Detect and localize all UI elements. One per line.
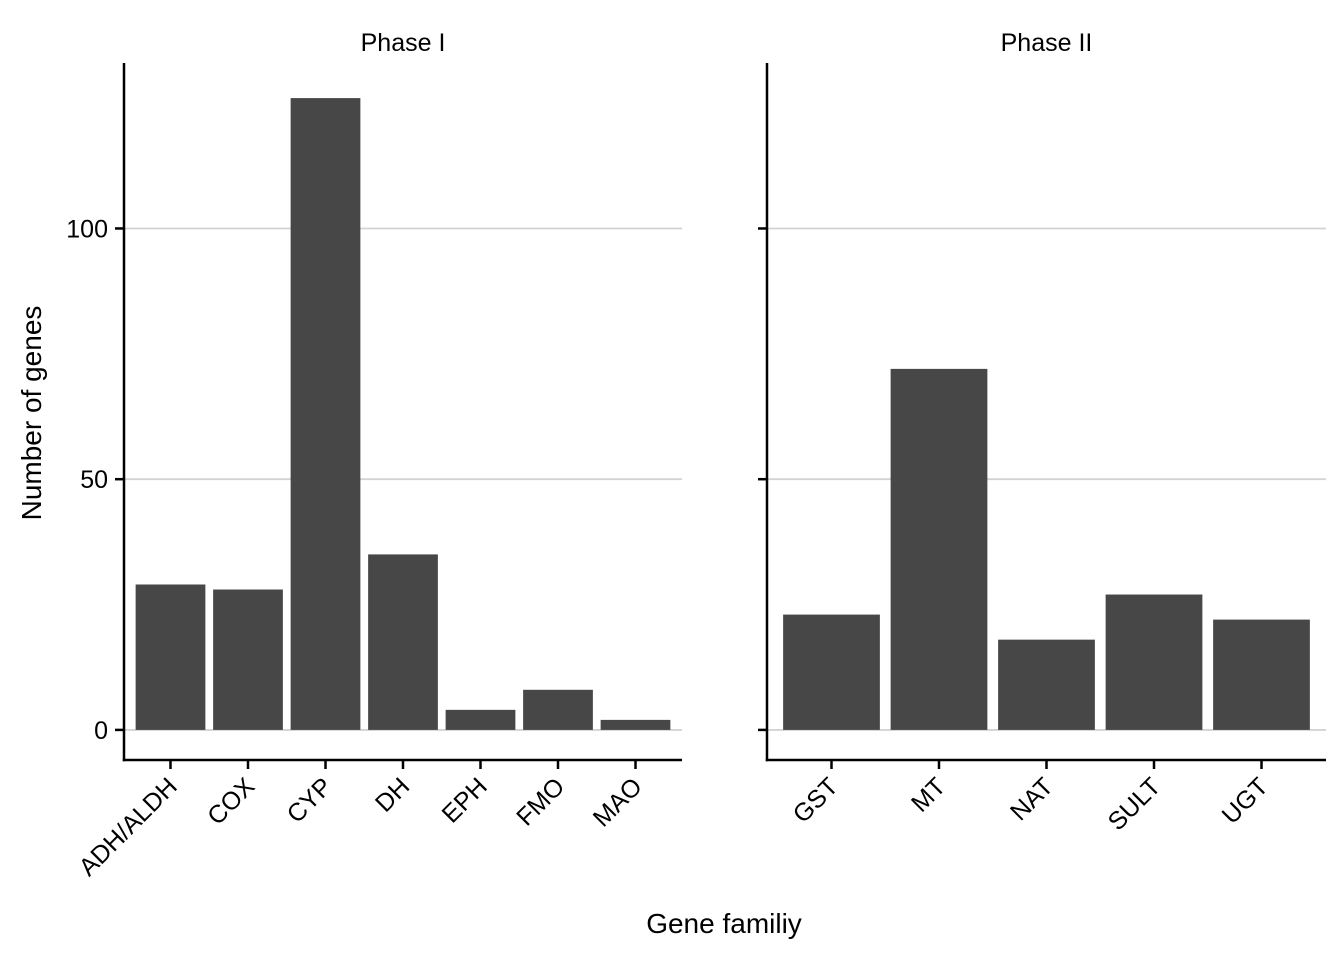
bar-cyp — [290, 98, 361, 730]
bar-ugt — [1213, 619, 1310, 730]
x-tick-label: FMO — [511, 772, 570, 831]
x-tick-label: EPH — [437, 772, 493, 828]
panels-layer: ADH/ALDH COX CYP DH EPH FMO MAO 0 50 100 Phase I GS… — [66, 29, 1326, 882]
bar-nat — [998, 639, 1095, 730]
bar-dh — [368, 554, 438, 730]
bar-sult — [1105, 594, 1203, 730]
bar-mt — [890, 368, 988, 730]
bar-eph — [445, 709, 516, 730]
x-tick-label: CYP — [282, 772, 338, 828]
x-tick-label: MT — [906, 772, 951, 817]
x-tick-label: NAT — [1005, 772, 1059, 826]
x-tick-label: ADH/ALDH — [74, 772, 183, 881]
bar-cox — [213, 589, 283, 730]
panel-title: Phase I — [361, 29, 446, 57]
bar-fmo — [523, 689, 593, 730]
panel-2: GST MT NAT SULT UGT Phase II — [758, 29, 1326, 836]
x-tick-label: COX — [202, 772, 260, 830]
bar-mao — [600, 719, 671, 730]
y-tick-label: 0 — [94, 717, 108, 745]
panel-1: ADH/ALDH COX CYP DH EPH FMO MAO 0 50 100 Phase I — [66, 29, 682, 882]
bar-gst — [783, 614, 880, 730]
panel-title: Phase II — [1001, 29, 1093, 57]
x-tick-label: DH — [370, 772, 415, 817]
bar-adh-aldh — [135, 584, 206, 730]
x-axis-title: Gene familiy — [646, 908, 802, 939]
y-axis-title: Number of genes — [16, 306, 47, 521]
x-tick-label: GST — [788, 772, 844, 828]
x-tick-label: SULT — [1103, 772, 1167, 836]
y-tick-label: 100 — [66, 215, 108, 243]
x-tick-label: MAO — [588, 772, 648, 832]
x-tick-label: UGT — [1217, 772, 1274, 829]
y-tick-label: 50 — [80, 466, 108, 494]
